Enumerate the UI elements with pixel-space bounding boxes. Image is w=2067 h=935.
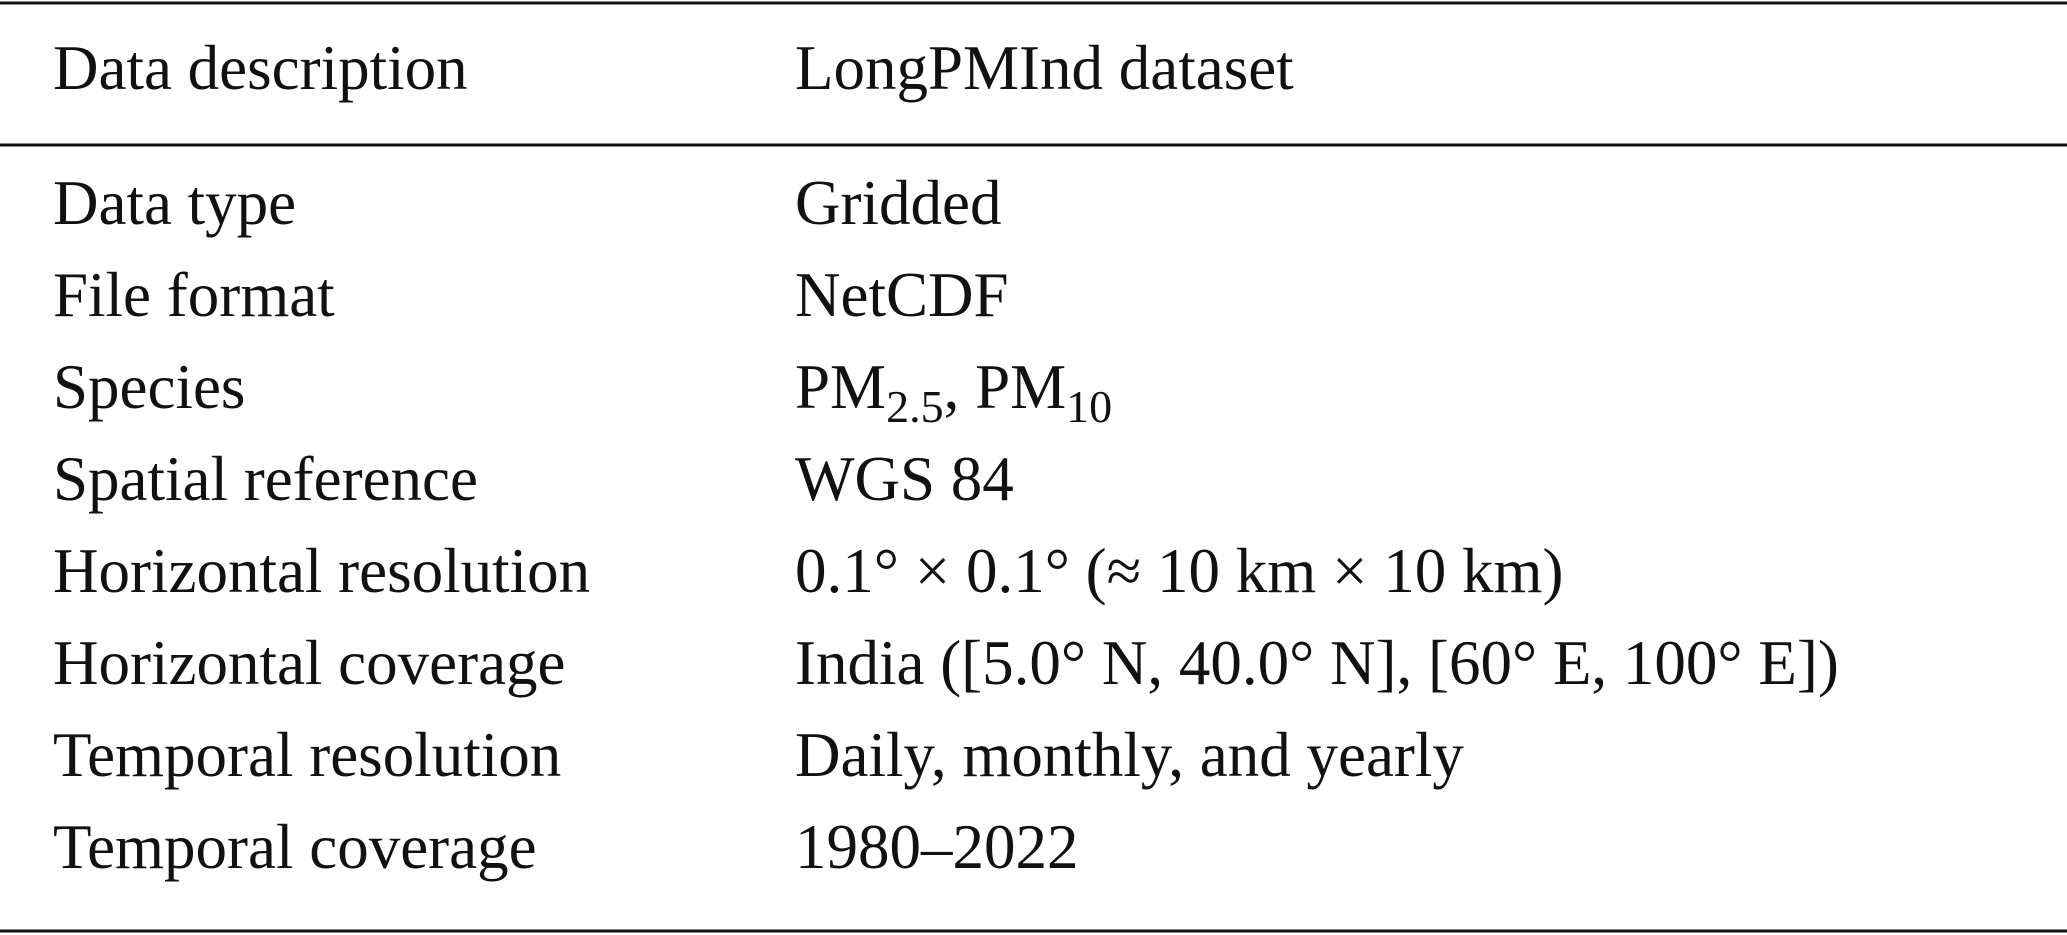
row-label: Spatial reference	[53, 444, 478, 514]
row-label: Horizontal coverage	[53, 628, 566, 698]
subscript: 2.5	[886, 381, 944, 432]
row-label: Data type	[53, 168, 296, 238]
row-value: WGS 84	[795, 444, 1014, 514]
text-run: PM	[795, 352, 886, 422]
row-value: NetCDF	[795, 260, 1009, 330]
row-label: Temporal coverage	[53, 812, 537, 882]
text-run: , PM	[944, 352, 1067, 422]
row-value: Gridded	[795, 168, 1001, 238]
header-cell: Data description	[53, 33, 468, 103]
subscript: 10	[1066, 381, 1112, 432]
row-label: Species	[53, 352, 245, 422]
row-label: Horizontal resolution	[53, 536, 590, 606]
row-value: 1980–2022	[795, 812, 1079, 882]
row-label: File format	[53, 260, 335, 330]
row-label: Temporal resolution	[53, 720, 561, 790]
row-value: India ([5.0° N, 40.0° N], [60° E, 100° E…	[795, 628, 1839, 698]
row-value: 0.1° × 0.1° (≈ 10 km × 10 km)	[795, 536, 1564, 606]
row-value: PM2.5, PM10	[795, 352, 1112, 432]
row-value: Daily, monthly, and yearly	[795, 720, 1464, 790]
header-cell: LongPMInd dataset	[795, 33, 1294, 103]
